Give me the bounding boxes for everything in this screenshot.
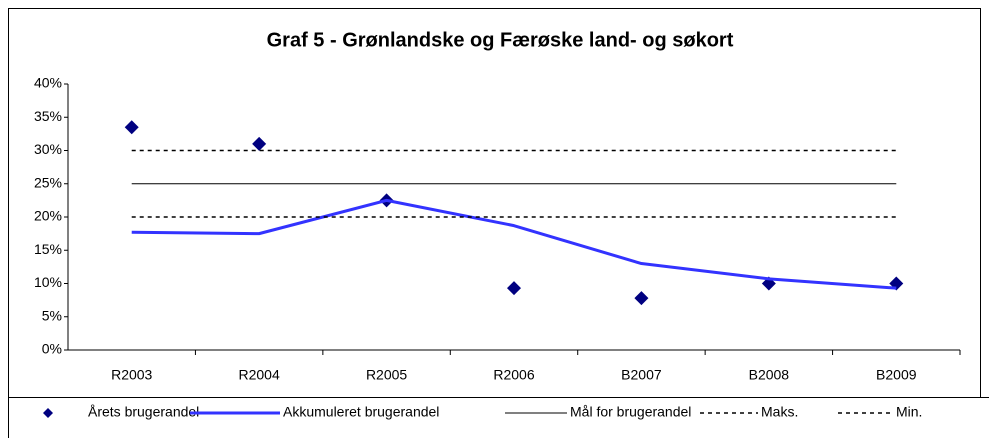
legend-label: Mål for brugerandel <box>570 404 691 420</box>
data-point <box>124 120 139 135</box>
x-tick-label: B2007 <box>621 367 662 383</box>
legend-box <box>8 397 989 438</box>
x-tick-label: R2003 <box>111 367 152 383</box>
legend-label: Min. <box>896 404 922 420</box>
legend-label: Akkumuleret brugerandel <box>283 404 439 420</box>
y-tick-label: 35% <box>34 108 62 124</box>
chart-title: Graf 5 - Grønlandske og Færøske land- og… <box>267 29 734 51</box>
y-tick-label: 10% <box>34 274 62 290</box>
y-tick-label: 15% <box>34 241 62 257</box>
x-tick-label: R2006 <box>493 367 534 383</box>
y-tick-label: 25% <box>34 174 62 190</box>
data-point <box>634 291 649 306</box>
y-tick-label: 0% <box>42 341 62 357</box>
legend-marker <box>43 408 53 418</box>
legend-label: Årets brugerandel <box>88 404 199 420</box>
series-line <box>131 198 897 290</box>
y-tick-label: 20% <box>34 208 62 224</box>
y-tick-label: 40% <box>34 75 62 91</box>
y-tick-label: 30% <box>34 141 62 157</box>
x-tick-label: R2005 <box>366 367 407 383</box>
data-point <box>252 136 267 151</box>
x-tick-label: B2009 <box>876 367 917 383</box>
legend-label: Maks. <box>761 404 798 420</box>
x-tick-label: B2008 <box>749 367 790 383</box>
data-point <box>507 281 521 296</box>
y-tick-label: 5% <box>42 307 62 323</box>
x-tick-label: R2004 <box>239 367 280 383</box>
